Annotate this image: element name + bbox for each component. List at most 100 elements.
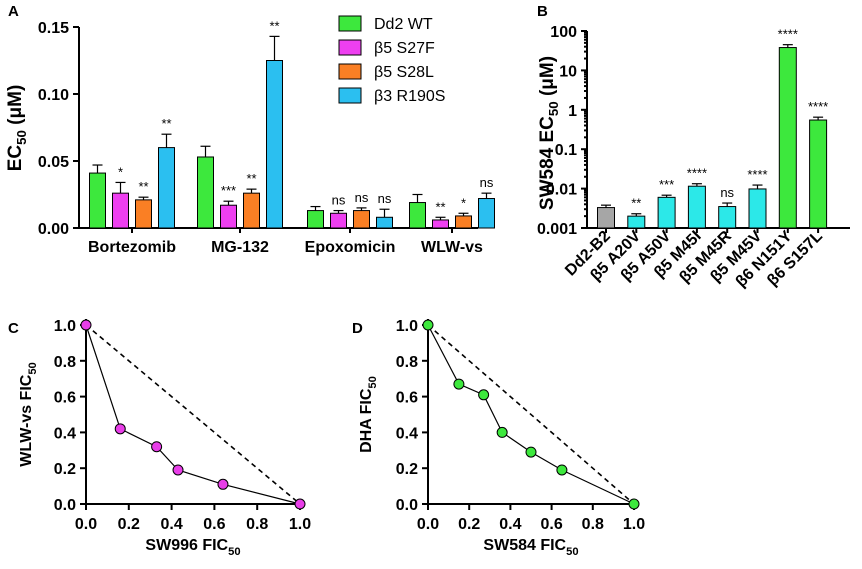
panel-b-bar	[718, 206, 737, 229]
panel-d-x-tick-label: 1.0	[623, 516, 645, 533]
panel-d-x-tick-label: 0.4	[499, 516, 521, 533]
panel-d-data-point	[556, 464, 568, 476]
panel-d-data-point	[496, 426, 508, 438]
panel-d-x-tick-label: 0.8	[582, 516, 604, 533]
panel-a-category-label: MG-132	[211, 239, 269, 256]
panel-c-y-tick-label: 0.0	[54, 497, 76, 514]
panel-c-data-point	[151, 441, 163, 453]
panel-a-bar	[135, 199, 152, 229]
panel-b-bar	[597, 207, 615, 229]
panel-d-label: D	[352, 320, 363, 337]
panel-d-data-point	[628, 498, 640, 510]
panel-b-bar	[778, 47, 797, 229]
panel-a-bar	[158, 147, 175, 229]
panel-b-y-tick-label: 0.1	[555, 142, 577, 159]
panel-d-x-tick-label: 0.0	[417, 516, 439, 533]
panel-a-significance: ns	[480, 175, 494, 190]
panel-a-label: A	[8, 3, 19, 20]
panel-c-data-point	[80, 319, 92, 331]
panel-a-legend-swatch	[338, 39, 362, 56]
panel-a-y-title: EC50 (μM)	[5, 85, 29, 172]
panel-c-y-title: WLW-vs FIC50	[18, 362, 39, 467]
panel-d-additivity-line	[427, 324, 635, 505]
panel-a-legend-swatch	[338, 87, 362, 104]
panel-a-category-label: Bortezomib	[88, 239, 176, 256]
panel-a-legend-swatch	[338, 15, 362, 32]
panel-a-significance: ***	[221, 183, 236, 198]
panel-d-data-point	[478, 389, 490, 401]
panel-a-legend-swatch	[338, 63, 362, 80]
panel-a-bar	[478, 198, 495, 229]
panel-b-label: B	[537, 3, 548, 20]
panel-a-bar	[432, 219, 449, 229]
panel-c-x-tick-label: 1.0	[289, 516, 311, 533]
panel-b-y-title: SW584 EC50 (μM)	[537, 56, 561, 210]
panel-a-legend-label: Dd2 WT	[374, 16, 433, 33]
panel-d-y-tick-label: 0.2	[396, 461, 418, 478]
panel-b-significance: ****	[778, 27, 798, 42]
panel-a-significance: **	[246, 171, 256, 186]
panel-a-y-tick-label: 0.05	[38, 154, 69, 171]
panel-c-y-tick-label: 0.6	[54, 390, 76, 407]
panel-a-legend-label: β5 S28L	[374, 64, 434, 81]
panel-c-y-tick-label: 0.4	[54, 425, 76, 442]
panel-b-bar	[748, 188, 767, 229]
panel-d-y-tick-label: 1.0	[396, 318, 418, 335]
panel-b-significance: **	[631, 196, 641, 211]
panel-a-category-label: Epoxomicin	[305, 239, 396, 256]
panel-a-significance: **	[161, 116, 171, 131]
panel-c-data-point	[294, 498, 306, 510]
panel-a-bar	[243, 192, 260, 229]
panel-a-y-tick-label: 0.10	[38, 87, 69, 104]
panel-c-additivity-line	[85, 324, 301, 505]
panel-d-y-tick-label: 0.6	[396, 390, 418, 407]
panel-b-bar	[809, 119, 828, 229]
panel-c-y-tick-label: 0.8	[54, 354, 76, 371]
panel-a-bar	[330, 212, 347, 229]
panel-b-significance: ****	[808, 99, 828, 114]
panel-a-bar	[89, 172, 106, 229]
panel-a-legend-label: β5 S27F	[374, 40, 435, 57]
panel-a-significance: ns	[378, 191, 392, 206]
panel-d-data-point	[422, 319, 434, 331]
panel-c-y-tick-label: 1.0	[54, 318, 76, 335]
panel-a-significance: ns	[355, 190, 369, 205]
panel-a-bar	[112, 192, 129, 229]
panel-a-legend-label: β3 R190S	[374, 88, 445, 105]
panel-c-y-tick-label: 0.2	[54, 461, 76, 478]
panel-a-bar	[455, 215, 472, 229]
panel-b-significance: ns	[720, 185, 734, 200]
panel-c-x-tick-label: 0.0	[75, 516, 97, 533]
panel-c-x-tick-label: 0.8	[246, 516, 268, 533]
panel-a-bar	[266, 60, 283, 229]
panel-c-isobole-line	[85, 324, 301, 505]
panel-b-y-tick-label: 10	[559, 63, 577, 80]
panel-a-significance: **	[269, 18, 279, 33]
panel-d-y-tick-label: 0.4	[396, 425, 418, 442]
panel-b-significance: ****	[687, 166, 707, 181]
panel-d-x-title: SW584 FIC50	[483, 537, 578, 558]
panel-b-y-tick-label: 1	[568, 103, 577, 120]
panel-a-category-label: WLW-vs	[421, 239, 483, 256]
panel-c-x-title: SW996 FIC50	[145, 537, 240, 558]
panel-c-data-point	[172, 464, 184, 476]
panel-c-label: C	[8, 320, 19, 337]
panel-b-bar	[687, 185, 706, 229]
panel-d-data-point	[525, 446, 537, 458]
panel-a-y-tick-label: 0.15	[38, 20, 69, 37]
panel-a-y-tick-label: 0.00	[38, 221, 69, 238]
panel-b-y-tick-label: 0.01	[546, 182, 577, 199]
panel-b-bar	[657, 196, 676, 229]
panel-c-data-point	[114, 423, 126, 435]
panel-a-bar	[197, 156, 214, 229]
panel-b-y-tick-label: 100	[550, 24, 577, 41]
panel-c-data-point	[217, 478, 229, 490]
panel-c-x-tick-label: 0.6	[203, 516, 225, 533]
panel-a-bar	[409, 202, 426, 229]
panel-a-bar	[376, 216, 393, 229]
panel-b-significance: ****	[747, 167, 767, 182]
panel-c-x-tick-label: 0.2	[118, 516, 140, 533]
panel-b-significance: ***	[659, 177, 674, 192]
